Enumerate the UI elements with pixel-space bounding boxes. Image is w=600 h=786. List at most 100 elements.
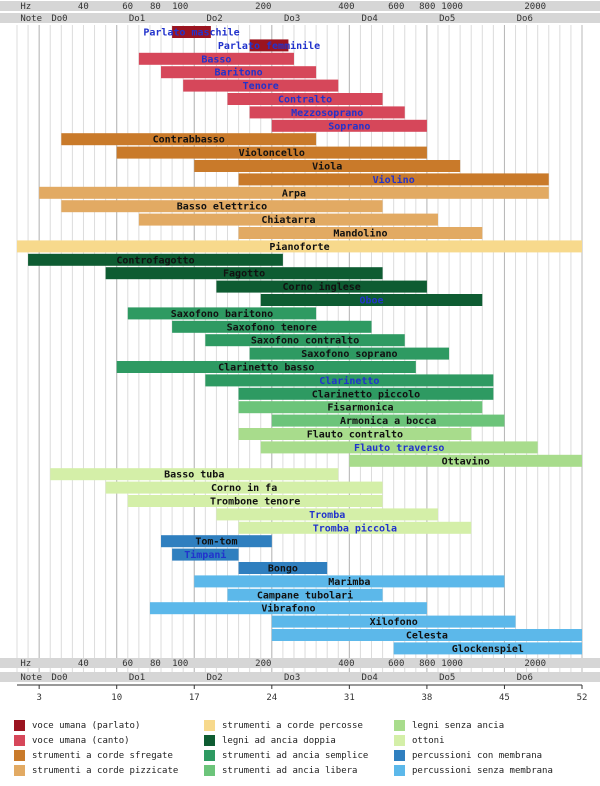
instrument-bar (105, 267, 383, 280)
instrument-bar (260, 294, 483, 306)
instrument-label: Clarinetto (319, 375, 379, 387)
instrument-label: Basso tuba (164, 470, 224, 481)
hz-axis-top-band (0, 1, 600, 11)
legend-label: strumenti ad ancia semplice (222, 750, 369, 761)
instrument-label: Tromba (309, 510, 345, 521)
instrument-bar (105, 481, 383, 494)
x-tick-label: 17 (189, 693, 200, 703)
instrument-label: Ottavino (442, 455, 490, 467)
instrument-bar (161, 66, 317, 79)
instrument-label: Soprano (328, 121, 370, 132)
legend-label: legni ad ancia doppia (222, 735, 336, 746)
legend-label: voce umana (canto) (32, 735, 130, 746)
instrument-bar (271, 615, 516, 628)
instrument-bar (349, 454, 582, 467)
note-axis-bottom-label: Do3 (284, 673, 300, 683)
note-axis-bottom-label: Do6 (517, 673, 533, 683)
instrument-bar (116, 146, 427, 159)
instrument-bar (216, 280, 427, 293)
instrument-bar (249, 106, 405, 119)
hz-axis-bottom-label: 40 (78, 659, 89, 669)
legend-swatch (394, 735, 405, 746)
instrument-bar (149, 602, 427, 615)
note-axis-top-label: Do1 (129, 14, 145, 24)
note-axis-bottom-label: Note (20, 673, 42, 683)
instrument-bar (172, 320, 372, 333)
hz-axis-top-label: 800 (419, 2, 435, 12)
legend-item: ottoni (394, 735, 445, 746)
instrument-label: Vibrafono (261, 603, 315, 615)
instrument-label: Tom-tom (195, 537, 237, 548)
instrument-bar (238, 227, 483, 239)
instrument-label: Contralto (278, 95, 332, 106)
hz-axis-bottom-label: Hz (20, 659, 31, 669)
instrument-bar (61, 133, 317, 146)
instrument-label: Clarinetto piccolo (312, 388, 420, 400)
x-tick-label: 3 (36, 693, 41, 703)
instrument-label: Arpa (282, 188, 306, 199)
instrument-label: Tromba piccola (313, 522, 397, 534)
legend-item: percussioni senza membrana (394, 765, 553, 776)
note-axis-top-label: Note (20, 14, 42, 24)
legend-swatch (14, 735, 25, 746)
note-axis-top-label: Do0 (51, 14, 67, 24)
legend-item: voce umana (parlato) (14, 720, 140, 731)
hz-axis-bottom-label: 1000 (441, 659, 463, 669)
instrument-label: Tenore (243, 81, 279, 92)
instrument-bar (238, 562, 328, 574)
instrument-bar (205, 334, 405, 347)
instrument-bar (271, 119, 427, 132)
legend-label: strumenti a corde pizzicate (32, 765, 179, 776)
legend-item: legni senza ancia (394, 720, 504, 731)
instrument-label: Corno inglese (283, 281, 361, 293)
hz-axis-top-label: 2000 (524, 2, 546, 12)
legend-swatch (394, 750, 405, 761)
instrument-label: Pianoforte (269, 241, 329, 253)
hz-axis-top-label: 40 (78, 2, 89, 12)
hz-axis-top-label: 60 (122, 2, 133, 12)
legend-label: strumenti ad ancia libera (222, 765, 358, 776)
instrument-bar (28, 253, 283, 266)
instrument-bar (194, 575, 505, 588)
instrument-bar (127, 495, 383, 507)
instrument-label: Violino (373, 174, 415, 186)
instrument-bar (39, 186, 549, 199)
instrument-bar (205, 374, 494, 387)
instrument-label: Xilofono (370, 616, 418, 628)
instrument-label: Timpani (184, 549, 226, 561)
instrument-label: Oboe (359, 296, 383, 307)
instrument-label: Celesta (406, 631, 448, 642)
instrument-bar (238, 428, 472, 440)
instrument-label: Campane tubolari (257, 589, 353, 601)
legend-swatch (14, 720, 25, 731)
instrument-bar (249, 39, 289, 52)
instrument-bar (61, 200, 383, 213)
instrument-label: Basso (201, 54, 231, 65)
instrument-label: Fagotto (223, 269, 265, 280)
legend-swatch (394, 720, 405, 731)
instrument-label: Flauto contralto (307, 430, 403, 441)
instrument-bar (271, 629, 582, 641)
instrument-label: Saxofono tenore (227, 322, 317, 333)
legend-swatch (204, 720, 215, 731)
legend-item: strumenti ad ancia semplice (204, 750, 368, 761)
hz-axis-top-label: 200 (255, 2, 271, 12)
instrument-bar (138, 52, 294, 65)
legend-item: strumenti a corde sfregate (14, 750, 173, 761)
note-axis-top-label: Do6 (517, 14, 533, 24)
hz-axis-top-label: 400 (338, 2, 354, 12)
x-tick-label: 38 (421, 693, 432, 703)
legend-label: strumenti a corde percosse (222, 720, 363, 731)
legend-item: legni ad ancia doppia (204, 735, 336, 746)
note-axis-bottom-label: Do5 (439, 673, 455, 683)
instrument-label: Saxofono baritono (171, 308, 273, 320)
instrument-label: Trombone tenore (210, 497, 300, 508)
note-axis-top-label: Do2 (206, 14, 222, 24)
instrument-bar (271, 414, 505, 427)
legend-label: percussioni con membrana (412, 750, 543, 761)
x-tick-label: 52 (577, 693, 588, 703)
note-axis-bottom-label: Do4 (362, 673, 378, 683)
instrument-label: Basso elettrico (177, 201, 267, 213)
hz-axis-top-label: 600 (388, 2, 404, 12)
